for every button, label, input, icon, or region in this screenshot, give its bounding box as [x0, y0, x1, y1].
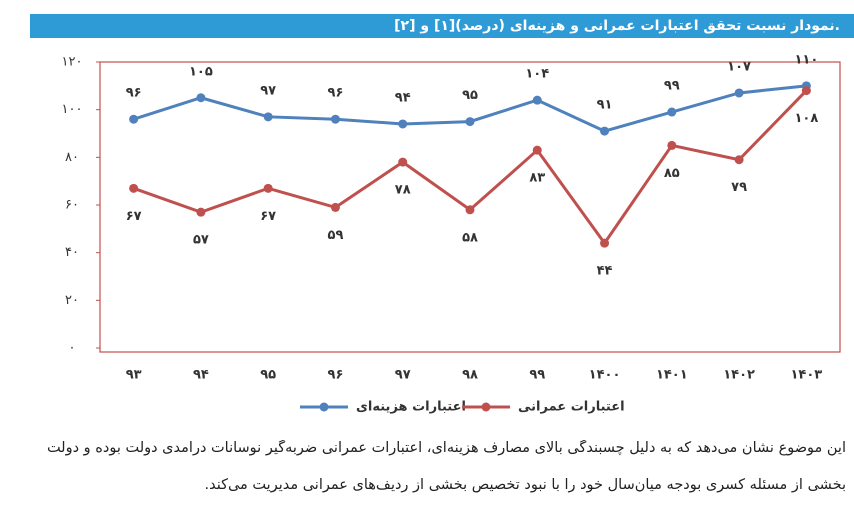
data-label: ۵۸ [462, 230, 478, 245]
series-line [133, 89, 808, 246]
data-label: ۹۶ [328, 86, 344, 101]
x-tick-label: ۱۴۰۰ [589, 368, 621, 383]
data-label: ۹۵ [462, 88, 478, 103]
y-tick-label: ۲۰ [65, 293, 79, 308]
data-label: ۸۳ [529, 171, 545, 186]
data-label: ۷۸ [395, 183, 411, 198]
plot-border [99, 61, 841, 353]
data-label: ۶۷ [126, 209, 142, 224]
y-tick-label: ۶۰ [65, 198, 79, 213]
data-label: ۱۰۵ [189, 64, 213, 79]
x-tick-label: ۹۵ [260, 368, 276, 383]
data-label: ۹۶ [126, 86, 142, 101]
data-label: ۹۷ [260, 83, 276, 98]
chart: .نمودار نسبت تحقق اعتبارات عمرانی و هزین… [30, 14, 854, 415]
legend-marker [481, 402, 491, 412]
data-point [734, 88, 744, 98]
data-point [600, 238, 610, 248]
x-tick-label: ۹۳ [126, 368, 142, 383]
data-label: ۹۴ [395, 90, 411, 105]
data-label: ۴۴ [597, 264, 613, 279]
title-bar [30, 14, 854, 38]
data-label: ۸۵ [664, 166, 680, 181]
data-label: ۱۰۷ [727, 59, 751, 74]
data-point [398, 119, 408, 129]
data-label: ۱۰۴ [525, 67, 549, 82]
data-point [196, 207, 206, 217]
data-point [667, 107, 677, 117]
data-label: ۱۰۸ [794, 111, 818, 126]
x-tick-label: ۹۹ [529, 368, 545, 383]
data-point [465, 117, 475, 127]
data-point [330, 202, 340, 212]
data-label: ۵۹ [328, 228, 344, 243]
legend-marker [319, 402, 329, 412]
legend-label: اعتبارات هزینه‌ای [356, 400, 466, 415]
paragraph-line: بخشی از مسئله کسری بودجه میان‌سال خود را… [204, 477, 846, 493]
data-point [532, 145, 542, 155]
data-point [398, 157, 408, 167]
data-point [263, 183, 273, 193]
y-tick-label: ۱۰۰ [62, 102, 83, 117]
paragraph-line: این موضوع نشان می‌دهد که به دلیل چسبندگی… [46, 440, 846, 456]
data-point [801, 86, 811, 96]
x-tick-label: ۹۴ [193, 368, 209, 383]
data-label: ۵۷ [193, 233, 209, 248]
data-label: ۹۱ [597, 98, 613, 113]
data-point [667, 140, 677, 150]
x-tick-label: ۱۴۰۳ [790, 368, 822, 383]
x-tick-label: ۹۸ [462, 368, 478, 383]
data-label: ۷۹ [731, 180, 747, 195]
data-label: ۱۱۰ [794, 52, 818, 67]
data-label: ۶۷ [260, 209, 276, 224]
x-tick-label: ۹۷ [395, 368, 411, 383]
data-point [196, 93, 206, 103]
data-point [129, 114, 139, 124]
y-tick-label: ۱۲۰ [62, 55, 83, 70]
x-tick-label: ۱۴۰۱ [656, 368, 688, 383]
legend-label: اعتبارات عمرانی [518, 400, 625, 415]
data-point [600, 126, 610, 136]
data-point [263, 112, 273, 122]
y-tick-label: ۸۰ [65, 150, 79, 165]
data-point [532, 95, 542, 105]
data-point [330, 114, 340, 124]
x-tick-label: ۱۴۰۲ [723, 368, 755, 383]
data-label: ۹۹ [664, 79, 680, 94]
y-tick-label: ۰ [69, 341, 76, 356]
data-point [734, 155, 744, 165]
data-point [465, 205, 475, 215]
y-tick-label: ۴۰ [65, 245, 79, 260]
x-tick-label: ۹۶ [328, 368, 344, 383]
chart-title: .نمودار نسبت تحقق اعتبارات عمرانی و هزین… [394, 18, 840, 34]
data-point [129, 183, 139, 193]
